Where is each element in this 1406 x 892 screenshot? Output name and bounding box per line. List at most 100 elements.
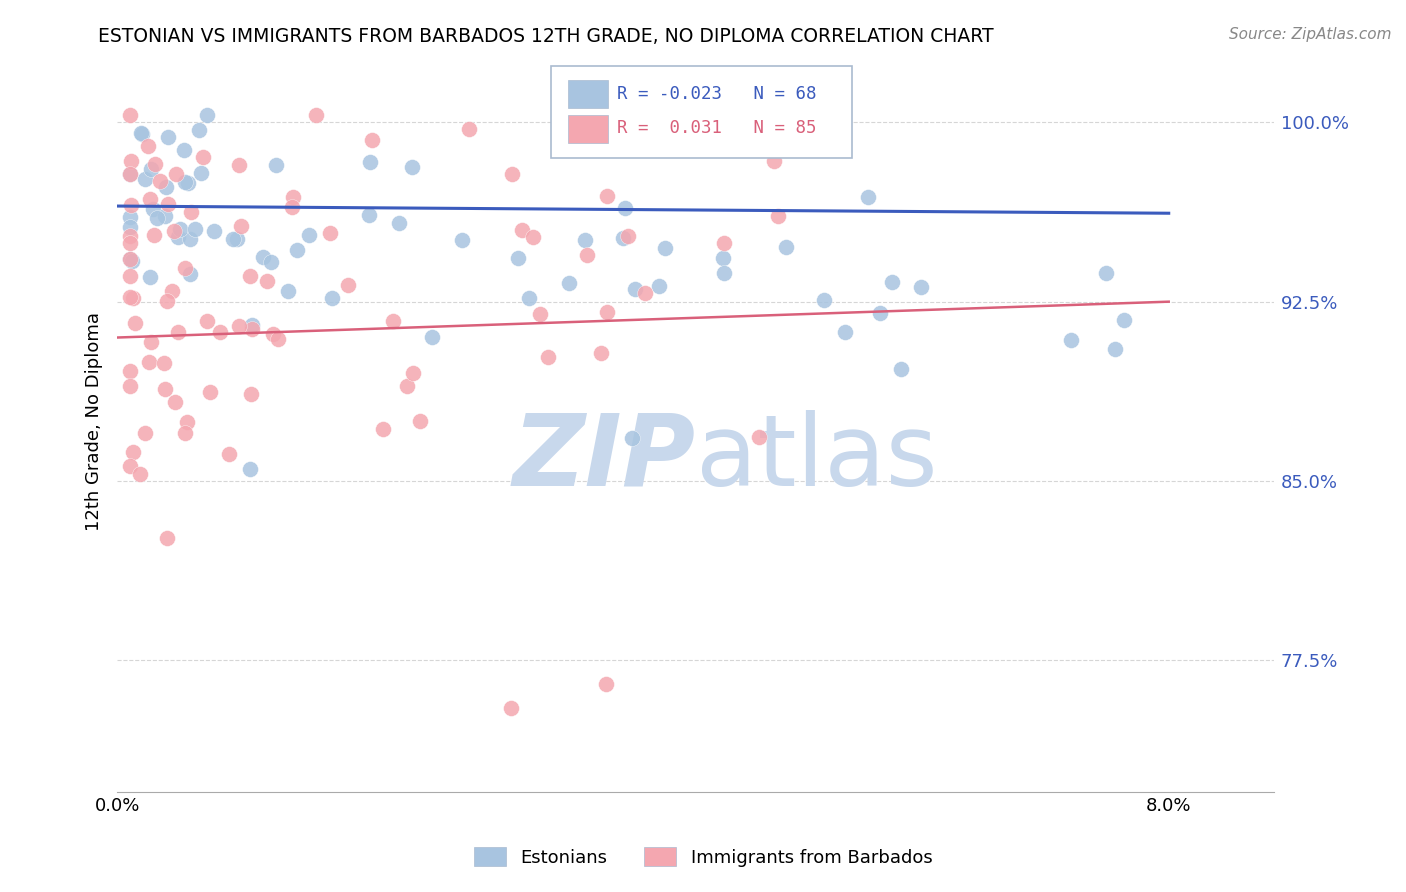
Point <box>190 165 212 179</box>
Point <box>576 247 599 261</box>
Point <box>176 415 198 429</box>
Point <box>617 229 640 244</box>
Point <box>163 224 186 238</box>
Point <box>589 346 612 360</box>
Point <box>149 174 172 188</box>
Text: R =  0.031   N = 85: R = 0.031 N = 85 <box>617 120 817 137</box>
Point <box>228 158 250 172</box>
Point <box>131 128 153 142</box>
Point <box>240 322 263 336</box>
Point <box>574 233 596 247</box>
Point <box>141 161 163 176</box>
Point <box>122 445 145 459</box>
Point <box>163 395 186 409</box>
Point <box>537 350 560 364</box>
Point <box>177 176 200 190</box>
Point <box>252 250 274 264</box>
Point <box>124 316 146 330</box>
Point <box>136 139 159 153</box>
FancyBboxPatch shape <box>568 115 607 143</box>
Point <box>1104 343 1126 357</box>
Point <box>120 252 142 266</box>
Point <box>613 202 636 216</box>
Point <box>120 235 142 250</box>
Point <box>239 268 262 283</box>
Point <box>612 231 634 245</box>
Point <box>240 318 263 333</box>
Point <box>319 226 342 240</box>
Point <box>156 293 179 308</box>
Point <box>120 458 142 473</box>
Point <box>165 167 187 181</box>
Point <box>834 326 856 340</box>
Text: Source: ZipAtlas.com: Source: ZipAtlas.com <box>1229 27 1392 42</box>
Point <box>231 219 253 234</box>
Point <box>510 223 533 237</box>
Point <box>529 307 551 321</box>
Point <box>120 197 142 211</box>
Point <box>120 108 142 122</box>
Point <box>408 414 430 428</box>
Point <box>169 221 191 235</box>
Point <box>401 160 423 174</box>
Text: R = -0.023   N = 68: R = -0.023 N = 68 <box>617 85 817 103</box>
Point <box>890 361 912 376</box>
Point <box>711 252 734 266</box>
Point <box>120 378 142 392</box>
Point <box>422 330 444 344</box>
Point <box>277 284 299 298</box>
Point <box>813 293 835 307</box>
Point <box>648 278 671 293</box>
Point <box>501 167 523 181</box>
Point <box>283 190 305 204</box>
Point <box>595 677 617 691</box>
Point <box>794 108 817 122</box>
Point <box>388 216 411 230</box>
Point <box>180 205 202 219</box>
Point <box>775 240 797 254</box>
Point <box>1060 334 1083 348</box>
Point <box>624 282 647 296</box>
Point <box>457 122 479 136</box>
Point <box>120 167 142 181</box>
Point <box>155 382 177 396</box>
Point <box>142 227 165 242</box>
Point <box>297 227 319 242</box>
Point <box>522 230 544 244</box>
Point <box>129 467 152 482</box>
Point <box>134 426 156 441</box>
Point <box>146 211 169 225</box>
Point <box>382 314 405 328</box>
Point <box>305 108 328 122</box>
Point <box>869 306 891 320</box>
Point <box>120 252 142 266</box>
Point <box>620 431 643 445</box>
Point <box>156 532 179 546</box>
Point <box>167 229 190 244</box>
Point <box>1094 266 1116 280</box>
FancyBboxPatch shape <box>551 65 852 158</box>
Point <box>766 209 789 223</box>
Point <box>120 268 142 283</box>
Point <box>596 188 619 202</box>
Point <box>162 284 184 298</box>
Point <box>202 224 225 238</box>
Point <box>138 355 160 369</box>
Point <box>222 232 245 246</box>
Point <box>266 158 288 172</box>
Point <box>634 285 657 300</box>
Point <box>401 366 423 380</box>
Point <box>187 123 209 137</box>
Point <box>195 314 218 328</box>
Point <box>141 334 163 349</box>
Point <box>763 153 786 168</box>
Point <box>156 197 179 211</box>
Point <box>139 270 162 285</box>
Point <box>713 266 735 280</box>
Point <box>239 462 262 476</box>
Point <box>142 202 165 216</box>
Point <box>880 275 903 289</box>
Point <box>228 318 250 333</box>
Text: atlas: atlas <box>696 409 938 507</box>
Point <box>218 447 240 461</box>
